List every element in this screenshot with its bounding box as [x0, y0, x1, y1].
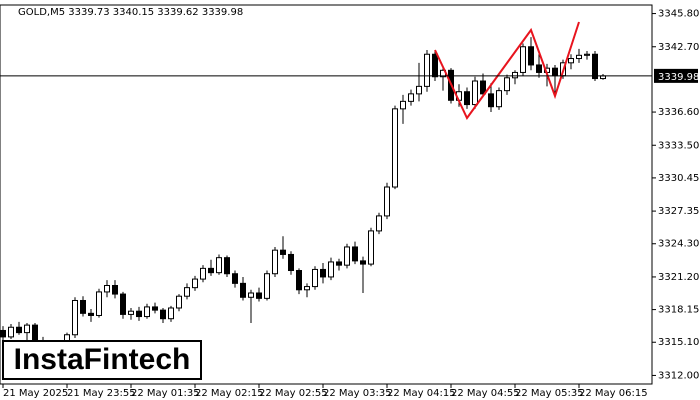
y-tick-label: 3336.60: [658, 107, 699, 118]
candle-body: [376, 215, 382, 232]
candle-body: [576, 54, 582, 60]
candle-body: [256, 292, 262, 299]
candle-body: [568, 58, 574, 64]
candle-body: [584, 53, 590, 56]
x-tick-label: 21 May 2025: [3, 388, 68, 399]
x-tick-label: 22 May 01:35: [131, 388, 200, 399]
candle-body: [272, 249, 278, 275]
candle-body: [128, 310, 134, 315]
candle-body: [136, 310, 142, 318]
x-tick-label: 22 May 05:35: [515, 388, 584, 399]
candle-body: [536, 64, 542, 73]
candle-body: [496, 90, 502, 108]
candle-body: [424, 53, 430, 87]
y-tick-label: 3312.00: [658, 370, 699, 381]
candle-body: [248, 292, 254, 298]
candle-body: [472, 80, 478, 106]
candle-body: [304, 286, 310, 291]
candle-body: [528, 46, 534, 66]
candle-body: [72, 299, 78, 336]
candle-body: [336, 261, 342, 266]
y-tick-label: 3321.20: [658, 272, 699, 283]
pattern-line: [434, 21, 580, 120]
candle-body: [480, 80, 486, 95]
candle-body: [312, 268, 318, 288]
y-tick-label: 3318.15: [658, 305, 699, 316]
y-tick-label: 3330.45: [658, 173, 699, 184]
candle-body: [160, 309, 166, 320]
candle-body: [392, 108, 398, 188]
candle-body: [280, 249, 286, 255]
x-tick-label: 22 May 04:55: [451, 388, 520, 399]
candle-body: [104, 285, 110, 293]
y-tick-label: 3345.80: [658, 9, 699, 20]
candle-body: [552, 67, 558, 77]
candle-body: [240, 282, 246, 298]
candle-body: [592, 53, 598, 80]
candle-body: [320, 268, 326, 278]
candle-body: [112, 285, 118, 295]
plot-area: [0, 4, 653, 385]
candle-body: [432, 53, 438, 78]
candle-body: [224, 257, 230, 275]
candle-body: [512, 71, 518, 79]
watermark: InstaFintech: [14, 343, 191, 376]
candle-body: [96, 291, 102, 316]
candle-body: [360, 260, 366, 265]
candle-body: [328, 261, 334, 278]
candle-body: [168, 307, 174, 320]
candle-body: [32, 324, 38, 342]
candle-body: [200, 267, 206, 280]
candle-body: [520, 46, 526, 73]
candle-body: [0, 329, 6, 338]
x-tick-label: 22 May 04:15: [387, 388, 456, 399]
candle-body: [16, 326, 22, 334]
candle-body: [208, 267, 214, 274]
candle-body: [24, 324, 30, 334]
watermark-box: [2, 340, 202, 380]
candle-body: [80, 299, 86, 314]
last-price-label: 3339.98: [658, 72, 699, 83]
chart-title: GOLD,M5 3339.73 3340.15 3339.62 3339.98: [18, 7, 243, 18]
y-tick-label: 3315.10: [658, 337, 699, 348]
y-tick-label: 3324.30: [658, 239, 699, 250]
candle-body: [344, 246, 350, 266]
candle-body: [400, 100, 406, 110]
candle-body: [8, 326, 14, 338]
candle-body: [296, 270, 302, 291]
candle-body: [152, 306, 158, 311]
y-tick-label: 3342.70: [658, 42, 699, 53]
candle-body: [416, 85, 422, 95]
candle-body: [368, 230, 374, 265]
candle-body: [216, 257, 222, 274]
candle-body: [120, 293, 126, 315]
candle-body: [264, 273, 270, 299]
x-tick-label: 22 May 03:35: [323, 388, 392, 399]
y-tick-label: 3327.35: [658, 206, 699, 217]
candle-body: [88, 312, 94, 316]
x-tick-label: 22 May 02:55: [259, 388, 328, 399]
x-tick-label: 22 May 06:15: [579, 388, 648, 399]
candle-body: [384, 186, 390, 217]
last-price-box: [654, 68, 698, 83]
candle-body: [488, 93, 494, 108]
candle-body: [504, 77, 510, 92]
x-tick-label: 22 May 02:15: [195, 388, 264, 399]
candle-body: [176, 295, 182, 309]
candle-body: [192, 278, 198, 289]
candle-body: [144, 306, 150, 318]
candle-body: [288, 253, 294, 272]
candle-body: [352, 246, 358, 262]
candle-body: [232, 273, 238, 284]
candle-body: [464, 91, 470, 106]
x-tick-label: 21 May 23:55: [67, 388, 136, 399]
candle-body: [408, 93, 414, 102]
y-tick-label: 3333.50: [658, 140, 699, 151]
candle-body: [184, 287, 190, 297]
